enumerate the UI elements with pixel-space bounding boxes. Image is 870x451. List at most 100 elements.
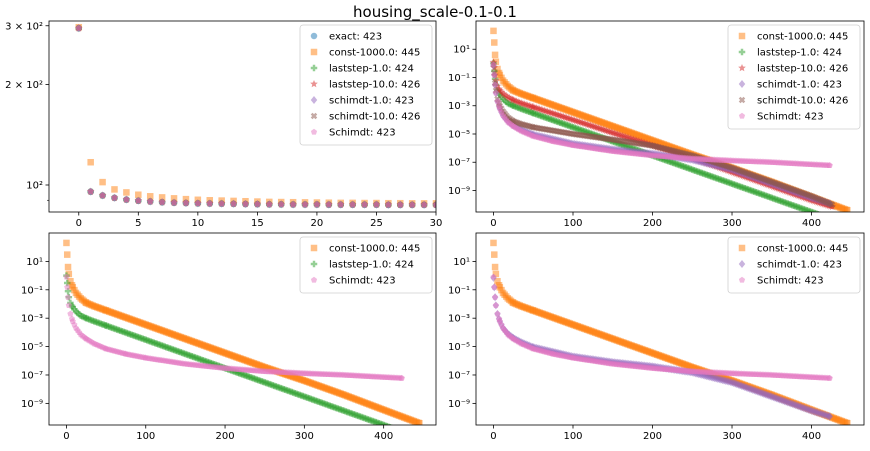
data-point <box>63 239 70 247</box>
series-Schimdt <box>63 273 405 381</box>
y-tick-label: 10⁻⁷ <box>21 370 43 381</box>
data-point <box>826 412 834 421</box>
y-tick-label: 10⁻³ <box>448 314 470 325</box>
data-point <box>87 158 94 166</box>
x-tick-label: 0 <box>76 218 82 229</box>
data-point <box>63 273 70 280</box>
series-Schimdt <box>75 24 436 208</box>
data-point <box>432 201 436 208</box>
plot-area <box>63 239 423 434</box>
y-tick-label: 10⁻⁹ <box>448 399 470 410</box>
plot-area <box>490 239 851 425</box>
data-point <box>87 188 94 195</box>
legend-marker <box>310 244 318 252</box>
data-point <box>278 201 285 207</box>
data-point <box>65 302 72 308</box>
axes-frame <box>48 232 437 426</box>
plot-area <box>489 27 851 222</box>
x-tick-label: 100 <box>563 218 582 229</box>
data-point <box>74 309 81 317</box>
data-point <box>490 239 497 247</box>
legend-label: Schimdt: 423 <box>757 276 824 287</box>
x-tick-label: 10 <box>191 218 204 229</box>
data-point <box>63 251 71 258</box>
data-point <box>393 426 400 433</box>
legend-marker <box>738 276 746 283</box>
y-tick-label: 10² <box>26 180 43 191</box>
y-tick-label: 10⁻⁵ <box>448 342 470 353</box>
data-point <box>491 39 498 46</box>
data-point <box>826 374 833 381</box>
data-point <box>290 201 297 208</box>
series-Schimdt <box>490 61 833 168</box>
figure-title: housing_scale-0.1-0.1 <box>353 3 517 21</box>
legend-marker <box>738 48 746 56</box>
x-tick-label: 300 <box>722 218 741 229</box>
data-point <box>809 209 817 212</box>
legend-label: schimdt-1.0: 423 <box>757 260 842 271</box>
data-point <box>135 197 142 204</box>
data-point <box>490 27 497 35</box>
x-tick-label: 0 <box>490 218 496 229</box>
data-point <box>72 308 80 315</box>
legend-label: schimdt-1.0: 423 <box>329 96 414 107</box>
legend-marker <box>310 95 318 105</box>
data-point <box>111 194 118 201</box>
legend-marker <box>310 32 318 40</box>
x-tick-label: 300 <box>722 431 741 442</box>
legend-label: Schimdt: 423 <box>329 128 396 139</box>
data-point <box>826 162 833 168</box>
data-point <box>67 310 74 317</box>
data-point <box>498 93 505 101</box>
data-point <box>325 201 332 208</box>
data-point <box>242 200 249 207</box>
x-tick-label: 100 <box>563 431 582 442</box>
x-tick-label: 400 <box>374 431 393 442</box>
y-tick-label: 10⁻⁷ <box>448 158 470 169</box>
legend-marker <box>310 260 318 268</box>
data-point <box>826 215 833 222</box>
legend-label: Schimdt: 423 <box>757 112 824 123</box>
data-point <box>194 200 201 206</box>
legend-box <box>299 236 433 294</box>
legend-marker <box>310 79 318 88</box>
data-point <box>65 270 73 278</box>
axes-frame <box>48 20 437 213</box>
y-tick-label: 10¹ <box>453 45 470 56</box>
data-point <box>416 419 423 425</box>
data-point <box>494 98 501 105</box>
legend-box <box>299 24 433 146</box>
data-point <box>99 192 106 199</box>
x-tick-label: 0 <box>63 431 69 442</box>
data-point <box>254 200 261 207</box>
legend-label: laststep-1.0: 424 <box>757 48 842 59</box>
legend-label: schimdt-10.0: 426 <box>329 112 420 123</box>
data-point <box>397 201 404 208</box>
y-tick-label: 10⁻⁵ <box>448 129 470 140</box>
y-tick-label: 10⁻⁵ <box>21 342 43 353</box>
data-point <box>111 186 118 193</box>
legend-label: laststep-10.0: 426 <box>757 64 848 75</box>
data-point <box>823 214 830 221</box>
data-point <box>396 427 403 434</box>
data-point <box>492 270 500 278</box>
x-tick-label: 400 <box>802 218 821 229</box>
data-point <box>75 311 83 318</box>
data-point <box>494 277 501 285</box>
legend-box <box>727 236 861 294</box>
y-tick-label: 10⁻³ <box>21 314 43 325</box>
data-point <box>218 200 225 207</box>
data-point <box>385 201 392 208</box>
legend-marker <box>738 244 746 252</box>
y-tick-label: 10⁻⁹ <box>21 399 43 410</box>
y-tick-label: 2 × 10² <box>5 80 43 91</box>
legend-marker <box>310 48 318 56</box>
x-tick-label: 100 <box>136 431 155 442</box>
legend: const-1000.0: 445 laststep-1.0: 424 lastst… <box>727 24 861 130</box>
data-point <box>64 263 72 271</box>
data-point <box>381 422 389 425</box>
x-tick-label: 30 <box>430 218 443 229</box>
data-point <box>491 67 498 75</box>
data-point <box>501 97 508 104</box>
axes-frame <box>475 20 865 213</box>
